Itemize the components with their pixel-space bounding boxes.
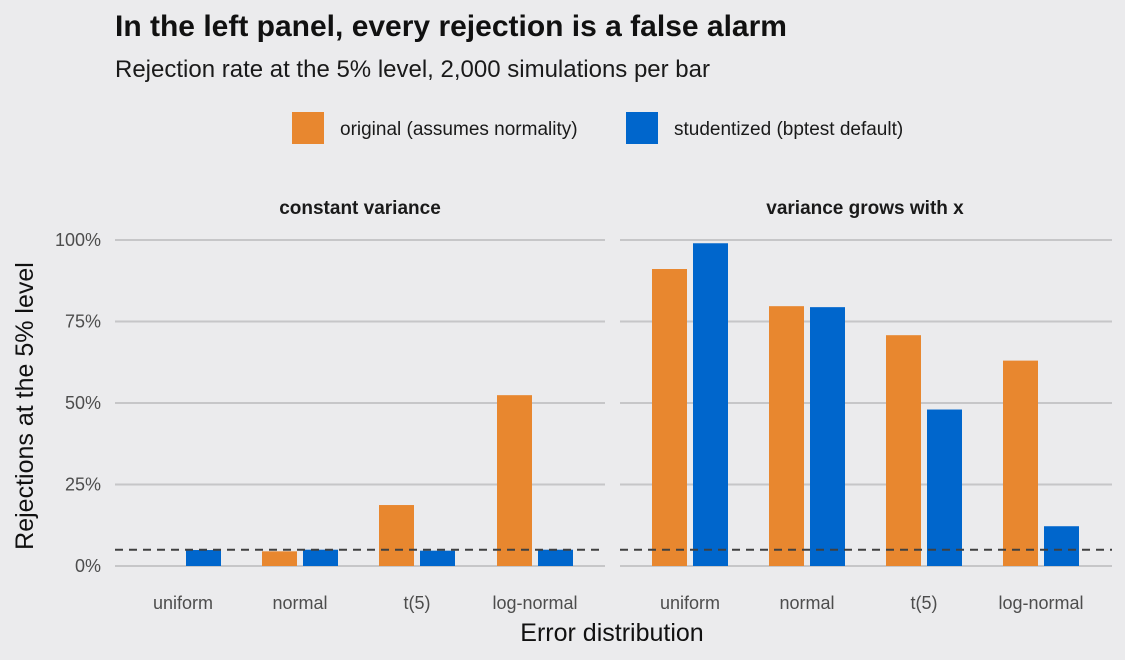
chart-subtitle: Rejection rate at the 5% level, 2,000 si…: [115, 56, 710, 83]
legend-label-original: original (assumes normality): [340, 119, 578, 140]
x-tick-label: uniform: [153, 593, 213, 613]
legend-swatch-studentized: [626, 112, 658, 144]
bar: [1044, 526, 1079, 566]
y-axis-title: Rejections at the 5% level: [11, 262, 39, 550]
legend: original (assumes normality) studentized…: [292, 112, 903, 144]
y-tick-label: 75%: [65, 312, 101, 332]
bar: [538, 549, 573, 566]
bar: [886, 335, 921, 566]
bar: [1003, 360, 1038, 566]
x-tick-label: normal: [272, 593, 327, 613]
legend-label-studentized: studentized (bptest default): [674, 119, 903, 140]
legend-swatch-original: [292, 112, 324, 144]
bar: [262, 551, 297, 566]
x-tick-label: normal: [779, 593, 834, 613]
x-tick-label: uniform: [660, 593, 720, 613]
bar: [652, 269, 687, 566]
x-tick-label: log-normal: [492, 593, 577, 613]
y-tick-label: 100%: [55, 230, 101, 250]
y-tick-label: 25%: [65, 475, 101, 495]
bar: [497, 395, 532, 566]
bar: [420, 550, 455, 566]
bar: [769, 306, 804, 566]
bar: [693, 243, 728, 566]
plot-area: 0% 25% 50% 75% 100% uniform normal t(5) log-norm…: [55, 230, 1112, 613]
panel-title-left: constant variance: [279, 198, 441, 219]
bar: [927, 409, 962, 566]
bar: [186, 550, 221, 566]
x-tick-label: t(5): [404, 593, 431, 613]
panel-title-right: variance grows with x: [766, 198, 964, 219]
y-tick-label: 0%: [75, 556, 101, 576]
x-tick-label: t(5): [911, 593, 938, 613]
chart-title: In the left panel, every rejection is a …: [115, 10, 787, 43]
bar: [379, 505, 414, 566]
x-axis-title: Error distribution: [520, 619, 703, 647]
x-tick-label: log-normal: [998, 593, 1083, 613]
y-tick-label: 50%: [65, 393, 101, 413]
bar: [303, 549, 338, 566]
bar: [810, 307, 845, 566]
